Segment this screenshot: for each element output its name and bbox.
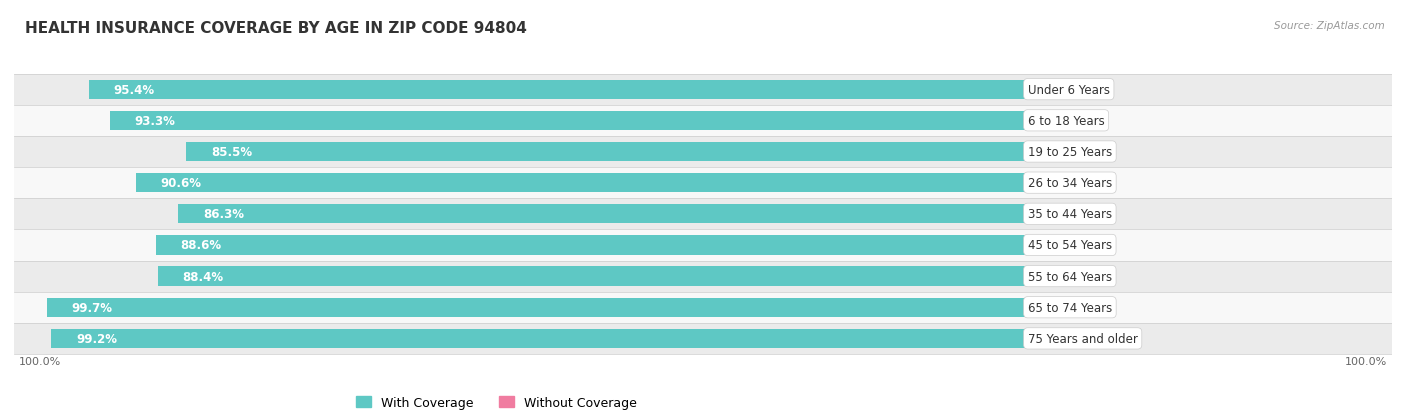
Text: 88.6%: 88.6% (180, 239, 222, 252)
Text: 0.26%: 0.26% (1035, 301, 1071, 314)
Text: 35 to 44 Years: 35 to 44 Years (1028, 208, 1112, 221)
Bar (157, 267, 1028, 286)
Bar (14, 137, 1392, 168)
Text: 6.7%: 6.7% (1050, 114, 1080, 128)
Bar (14, 74, 1392, 105)
Bar (186, 142, 1028, 162)
Text: 9.5%: 9.5% (1057, 177, 1087, 190)
Bar (1028, 80, 1039, 100)
Bar (136, 173, 1028, 193)
Bar (14, 323, 1392, 354)
Text: Under 6 Years: Under 6 Years (1028, 83, 1109, 97)
Text: HEALTH INSURANCE COVERAGE BY AGE IN ZIP CODE 94804: HEALTH INSURANCE COVERAGE BY AGE IN ZIP … (25, 21, 527, 36)
Text: 26 to 34 Years: 26 to 34 Years (1028, 177, 1112, 190)
Legend: With Coverage, Without Coverage: With Coverage, Without Coverage (352, 391, 641, 413)
Text: 11.6%: 11.6% (1063, 270, 1099, 283)
Text: 75 Years and older: 75 Years and older (1028, 332, 1137, 345)
Bar (1028, 329, 1029, 348)
Bar (14, 199, 1392, 230)
Bar (1028, 267, 1056, 286)
Bar (14, 261, 1392, 292)
Bar (1028, 142, 1064, 162)
Text: 100.0%: 100.0% (1344, 356, 1386, 366)
Bar (46, 298, 1028, 317)
Text: 86.3%: 86.3% (202, 208, 245, 221)
Text: 93.3%: 93.3% (134, 114, 174, 128)
Bar (52, 329, 1028, 348)
Bar (1028, 204, 1062, 224)
Text: 6 to 18 Years: 6 to 18 Years (1028, 114, 1105, 128)
Bar (14, 168, 1392, 199)
Bar (89, 80, 1028, 100)
Bar (14, 105, 1392, 137)
Text: 19 to 25 Years: 19 to 25 Years (1028, 146, 1112, 159)
Text: 100.0%: 100.0% (18, 356, 62, 366)
Text: 0.79%: 0.79% (1036, 332, 1073, 345)
Bar (1028, 236, 1056, 255)
Text: 4.6%: 4.6% (1045, 83, 1074, 97)
Text: 95.4%: 95.4% (114, 83, 155, 97)
Text: 14.6%: 14.6% (1070, 146, 1107, 159)
Text: 11.4%: 11.4% (1062, 239, 1099, 252)
Text: 55 to 64 Years: 55 to 64 Years (1028, 270, 1112, 283)
Text: 65 to 74 Years: 65 to 74 Years (1028, 301, 1112, 314)
Text: 13.7%: 13.7% (1067, 208, 1105, 221)
Text: 99.2%: 99.2% (76, 332, 117, 345)
Bar (14, 292, 1392, 323)
Bar (1028, 112, 1045, 131)
Text: Source: ZipAtlas.com: Source: ZipAtlas.com (1274, 21, 1385, 31)
Text: 99.7%: 99.7% (72, 301, 112, 314)
Text: 85.5%: 85.5% (211, 146, 252, 159)
Text: 90.6%: 90.6% (160, 177, 201, 190)
Text: 88.4%: 88.4% (183, 270, 224, 283)
Bar (179, 204, 1028, 224)
Bar (156, 236, 1028, 255)
Bar (110, 112, 1028, 131)
Text: 45 to 54 Years: 45 to 54 Years (1028, 239, 1112, 252)
Bar (1028, 173, 1052, 193)
Bar (14, 230, 1392, 261)
